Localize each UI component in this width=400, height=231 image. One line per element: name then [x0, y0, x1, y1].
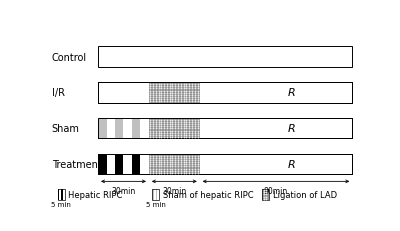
Bar: [98, 119, 352, 139]
Bar: [156, 189, 158, 200]
Text: Treatment: Treatment: [52, 159, 101, 169]
Text: 5 min: 5 min: [51, 201, 71, 207]
Bar: [61, 189, 63, 200]
Bar: [262, 189, 269, 200]
Bar: [98, 154, 106, 174]
Bar: [132, 154, 140, 174]
Bar: [149, 154, 200, 174]
Bar: [115, 119, 124, 139]
Bar: [115, 154, 124, 174]
Bar: [140, 154, 149, 174]
Bar: [124, 119, 132, 139]
Text: I/R: I/R: [52, 88, 64, 98]
Bar: [63, 189, 64, 200]
Text: Control: Control: [52, 52, 87, 63]
Bar: [58, 189, 60, 200]
Text: Hepatic RIPC: Hepatic RIPC: [68, 190, 123, 199]
Bar: [106, 119, 115, 139]
Bar: [98, 47, 352, 68]
Text: 30min: 30min: [162, 186, 186, 195]
Bar: [98, 119, 106, 139]
Bar: [98, 83, 352, 103]
Bar: [106, 154, 115, 174]
Bar: [98, 154, 352, 174]
Bar: [154, 189, 156, 200]
Text: R: R: [288, 88, 296, 98]
Bar: [149, 119, 200, 139]
Text: R: R: [288, 124, 296, 134]
Bar: [98, 119, 352, 139]
Bar: [98, 154, 352, 174]
Text: Ligation of LAD: Ligation of LAD: [273, 190, 337, 199]
Text: Sham of hepatic RIPC: Sham of hepatic RIPC: [163, 190, 254, 199]
Text: 90min: 90min: [264, 186, 288, 195]
Bar: [158, 189, 159, 200]
Bar: [98, 83, 352, 103]
Bar: [132, 119, 140, 139]
Bar: [60, 189, 61, 200]
Text: Sham: Sham: [52, 124, 80, 134]
Text: 30min: 30min: [111, 186, 136, 195]
Bar: [149, 83, 200, 103]
Bar: [152, 189, 159, 200]
Bar: [152, 189, 154, 200]
Text: R: R: [288, 159, 296, 169]
Bar: [58, 189, 64, 200]
Bar: [262, 189, 269, 200]
Text: 5 min: 5 min: [146, 201, 166, 207]
Bar: [140, 119, 149, 139]
Bar: [124, 154, 132, 174]
